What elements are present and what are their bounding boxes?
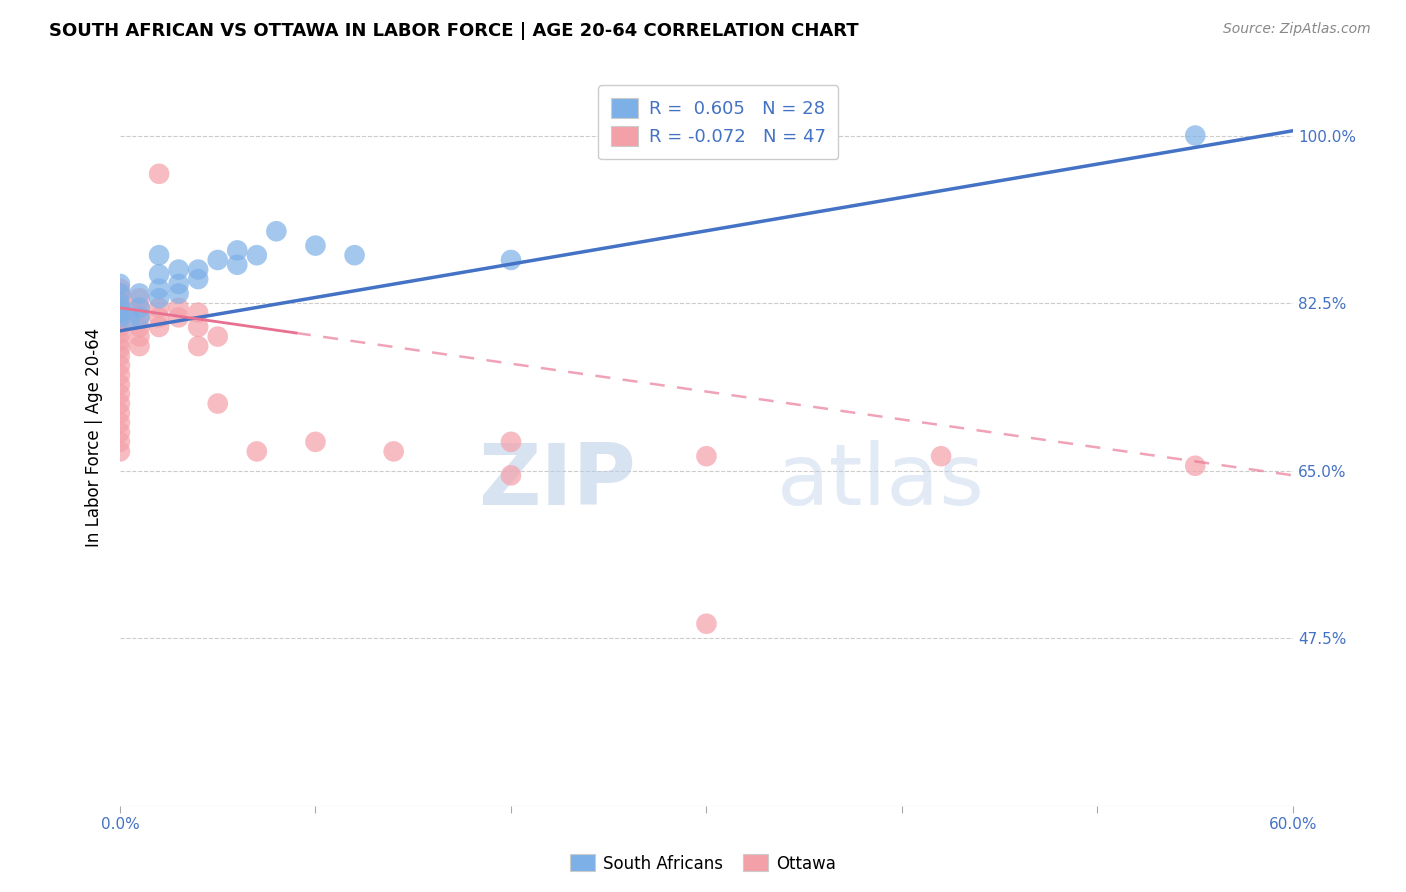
Point bbox=[108, 377, 131, 392]
Point bbox=[167, 262, 190, 277]
Point bbox=[695, 449, 717, 463]
Point bbox=[128, 310, 150, 325]
Point bbox=[108, 308, 131, 322]
Point bbox=[108, 368, 131, 382]
Point bbox=[207, 396, 229, 410]
Point bbox=[108, 349, 131, 363]
Point bbox=[499, 434, 522, 449]
Point bbox=[108, 313, 131, 327]
Point bbox=[187, 320, 209, 334]
Text: atlas: atlas bbox=[778, 440, 984, 523]
Point bbox=[148, 310, 170, 325]
Point bbox=[167, 301, 190, 315]
Text: Source: ZipAtlas.com: Source: ZipAtlas.com bbox=[1223, 22, 1371, 37]
Point bbox=[148, 248, 170, 262]
Point bbox=[128, 309, 150, 323]
Point bbox=[695, 616, 717, 631]
Point bbox=[167, 286, 190, 301]
Point bbox=[108, 310, 131, 325]
Point bbox=[246, 444, 269, 458]
Point bbox=[187, 262, 209, 277]
Point bbox=[929, 449, 952, 463]
Point bbox=[108, 444, 131, 458]
Point bbox=[148, 320, 170, 334]
Point bbox=[108, 286, 131, 301]
Point bbox=[148, 167, 170, 181]
Point bbox=[128, 301, 150, 315]
Point bbox=[108, 301, 131, 315]
Y-axis label: In Labor Force | Age 20-64: In Labor Force | Age 20-64 bbox=[86, 327, 103, 547]
Point bbox=[226, 244, 249, 258]
Point bbox=[108, 406, 131, 420]
Point bbox=[128, 339, 150, 353]
Point bbox=[108, 425, 131, 440]
Point bbox=[108, 358, 131, 372]
Point bbox=[108, 387, 131, 401]
Point bbox=[167, 277, 190, 291]
Point bbox=[343, 248, 366, 262]
Point bbox=[118, 312, 141, 326]
Point bbox=[108, 416, 131, 430]
Point bbox=[1184, 128, 1206, 143]
Point bbox=[1184, 458, 1206, 473]
Point bbox=[108, 282, 131, 296]
Point bbox=[246, 248, 269, 262]
Point bbox=[108, 326, 131, 341]
Point bbox=[108, 286, 131, 301]
Point bbox=[108, 320, 131, 334]
Point bbox=[499, 252, 522, 267]
Text: SOUTH AFRICAN VS OTTAWA IN LABOR FORCE | AGE 20-64 CORRELATION CHART: SOUTH AFRICAN VS OTTAWA IN LABOR FORCE |… bbox=[49, 22, 859, 40]
Point bbox=[128, 291, 150, 305]
Point bbox=[207, 252, 229, 267]
Point bbox=[499, 468, 522, 483]
Point bbox=[108, 293, 131, 308]
Point bbox=[382, 444, 405, 458]
Point bbox=[108, 434, 131, 449]
Text: ZIP: ZIP bbox=[478, 440, 636, 523]
Point bbox=[108, 396, 131, 410]
Legend: R =  0.605   N = 28, R = -0.072   N = 47: R = 0.605 N = 28, R = -0.072 N = 47 bbox=[598, 85, 838, 159]
Point bbox=[108, 334, 131, 349]
Point bbox=[108, 305, 131, 319]
Point bbox=[167, 310, 190, 325]
Point bbox=[128, 286, 150, 301]
Point bbox=[304, 434, 326, 449]
Point bbox=[266, 224, 288, 238]
Point bbox=[108, 277, 131, 291]
Legend: South Africans, Ottawa: South Africans, Ottawa bbox=[562, 847, 844, 880]
Point bbox=[108, 296, 131, 310]
Point bbox=[128, 329, 150, 343]
Point bbox=[226, 258, 249, 272]
Point bbox=[128, 320, 150, 334]
Point bbox=[128, 301, 150, 315]
Point bbox=[187, 339, 209, 353]
Point bbox=[187, 272, 209, 286]
Point bbox=[108, 341, 131, 355]
Point bbox=[148, 301, 170, 315]
Point bbox=[207, 329, 229, 343]
Point bbox=[148, 268, 170, 282]
Point bbox=[148, 282, 170, 296]
Point bbox=[304, 238, 326, 252]
Point bbox=[187, 305, 209, 319]
Point bbox=[148, 291, 170, 305]
Point bbox=[108, 301, 131, 315]
